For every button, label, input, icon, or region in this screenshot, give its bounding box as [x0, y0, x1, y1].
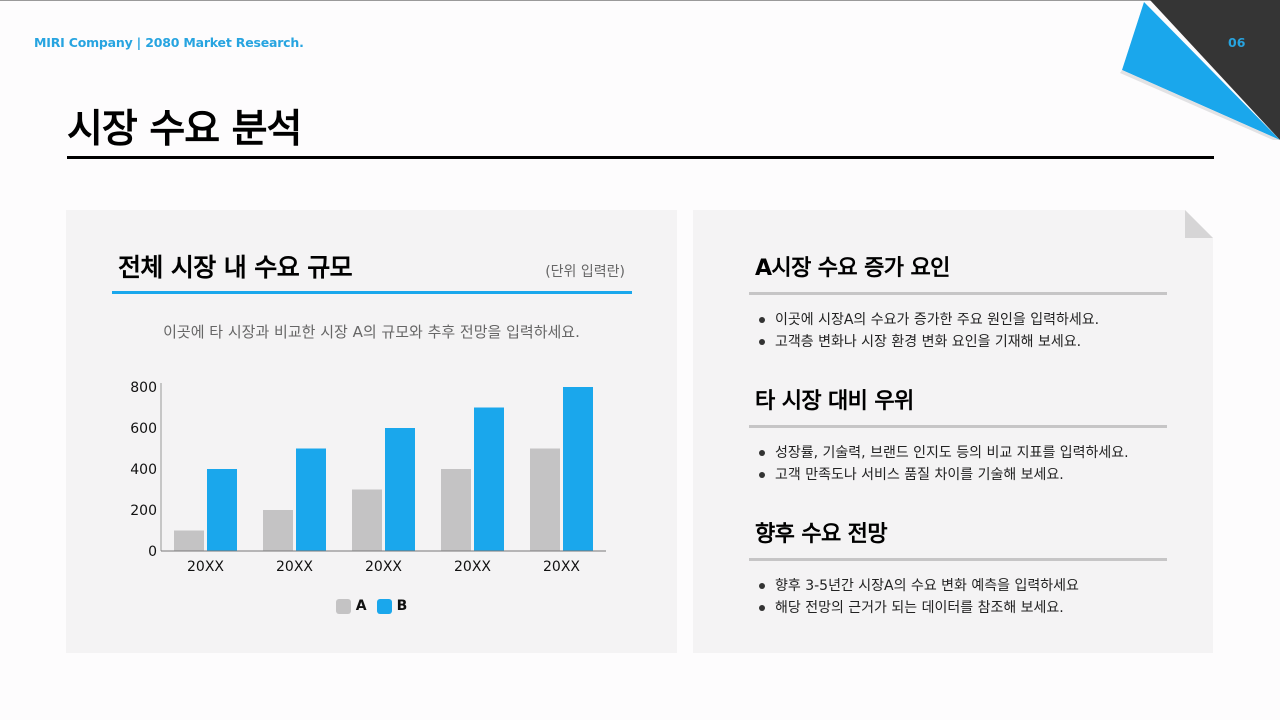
bar-chart: 0 200 400 600 800 20XX 20XX 20XX 20XX 20XX [106, 370, 626, 640]
list-item-text: 고객층 변화나 시장 환경 변화 요인을 기재해 보세요. [775, 334, 1082, 350]
list-item: 해당 전망의 근거가 되는 데이터를 참조해 보세요. [759, 597, 1167, 619]
legend-swatch-b [376, 598, 392, 614]
x-tick-label: 20XX [543, 559, 580, 575]
bar-series-a [530, 448, 560, 551]
list-item-text: 고객 만족도나 서비스 품질 차이를 기술해 보세요. [775, 467, 1064, 483]
section-list: 향후 3-5년간 시장A의 수요 변화 예측을 입력하세요 해당 전망의 근거가… [749, 575, 1167, 619]
top-border [0, 0, 1280, 1]
list-item: 고객층 변화나 시장 환경 변화 요인을 기재해 보세요. [759, 331, 1167, 353]
bullet-icon [759, 583, 765, 589]
section-demand-factors: A시장 수요 증가 요인 이곳에 시장A의 수요가 증가한 주요 원인을 입력하… [749, 250, 1167, 353]
legend-label-a: A [355, 598, 367, 614]
list-item-text: 이곳에 시장A의 수요가 증가한 주요 원인을 입력하세요. [775, 312, 1100, 328]
bullet-icon [759, 317, 765, 323]
bullet-icon [759, 605, 765, 611]
analysis-panel: A시장 수요 증가 요인 이곳에 시장A의 수요가 증가한 주요 원인을 입력하… [693, 210, 1213, 653]
page-title: 시장 수요 분석 [67, 107, 302, 152]
bullet-icon [759, 339, 765, 345]
section-list: 이곳에 시장A의 수요가 증가한 주요 원인을 입력하세요. 고객층 변화나 시… [749, 309, 1167, 353]
bar-series-b [207, 469, 237, 551]
panel-title: 전체 시장 내 수요 규모 [118, 253, 353, 282]
legend-item-b: B [376, 598, 408, 614]
bar-series-a [441, 469, 471, 551]
panel-description: 이곳에 타 시장과 비교한 시장 A의 규모와 추후 전망을 입력하세요. [163, 323, 580, 341]
section-title: 향후 수요 전망 [755, 522, 888, 547]
list-item-text: 해당 전망의 근거가 되는 데이터를 참조해 보세요. [775, 600, 1064, 616]
y-tick-label: 400 [130, 462, 157, 478]
section-title: 타 시장 대비 우위 [755, 389, 914, 414]
list-item: 고객 만족도나 서비스 품질 차이를 기술해 보세요. [759, 464, 1167, 486]
x-tick-label: 20XX [187, 559, 224, 575]
panel-title-divider [112, 291, 632, 294]
page-number: 06 [1228, 35, 1246, 50]
x-tick-label: 20XX [454, 559, 491, 575]
bar-series-b [296, 448, 326, 551]
bullet-icon [759, 450, 765, 456]
legend-swatch-a [335, 598, 351, 614]
list-item: 향후 3-5년간 시장A의 수요 변화 예측을 입력하세요 [759, 575, 1167, 597]
header-label: MIRI Company | 2080 Market Research. [34, 35, 304, 50]
y-tick-label: 800 [130, 380, 157, 396]
unit-label: (단위 입력란) [545, 264, 625, 280]
bar-series-a [352, 489, 382, 551]
list-item: 성장률, 기술력, 브랜드 인지도 등의 비교 지표를 입력하세요. [759, 442, 1167, 464]
legend-label-b: B [396, 598, 408, 614]
bar-series-b [563, 387, 593, 551]
bar-series-b [385, 428, 415, 551]
legend-item-a: A [335, 598, 367, 614]
bar-series-b [474, 407, 504, 551]
section-competitive-advantage: 타 시장 대비 우위 성장률, 기술력, 브랜드 인지도 등의 비교 지표를 입… [749, 383, 1167, 486]
section-divider [749, 558, 1167, 561]
section-title: A시장 수요 증가 요인 [755, 256, 950, 281]
page-fold-icon [1185, 210, 1213, 238]
corner-decoration [1120, 0, 1280, 140]
list-item-text: 성장률, 기술력, 브랜드 인지도 등의 비교 지표를 입력하세요. [775, 445, 1129, 461]
section-list: 성장률, 기술력, 브랜드 인지도 등의 비교 지표를 입력하세요. 고객 만족… [749, 442, 1167, 486]
bar-chart-canvas: 0 200 400 600 800 20XX 20XX 20XX 20XX 20XX [130, 380, 606, 575]
list-item-text: 향후 3-5년간 시장A의 수요 변화 예측을 입력하세요 [775, 578, 1079, 594]
title-divider [67, 156, 1214, 159]
chart-legend: A B [66, 598, 677, 614]
y-tick-label: 600 [130, 421, 157, 437]
bullet-icon [759, 472, 765, 478]
list-item: 이곳에 시장A의 수요가 증가한 주요 원인을 입력하세요. [759, 309, 1167, 331]
section-divider [749, 292, 1167, 295]
x-tick-label: 20XX [276, 559, 313, 575]
y-tick-label: 200 [130, 503, 157, 519]
section-demand-outlook: 향후 수요 전망 향후 3-5년간 시장A의 수요 변화 예측을 입력하세요 해… [749, 516, 1167, 619]
bar-series-a [263, 510, 293, 551]
bar-series-a [174, 530, 204, 551]
x-tick-label: 20XX [365, 559, 402, 575]
section-divider [749, 425, 1167, 428]
y-tick-label: 0 [148, 544, 157, 560]
market-size-panel: 전체 시장 내 수요 규모 (단위 입력란) 이곳에 타 시장과 비교한 시장 … [66, 210, 677, 653]
